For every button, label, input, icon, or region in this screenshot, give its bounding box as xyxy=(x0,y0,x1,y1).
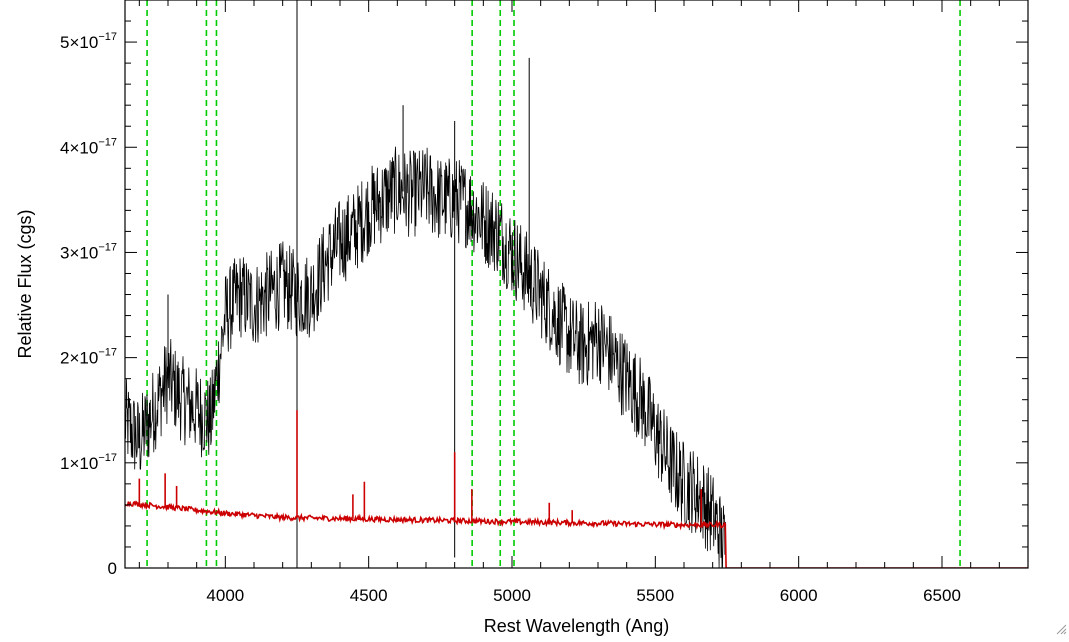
x-tick-label: 4500 xyxy=(350,586,388,605)
x-tick-label: 5000 xyxy=(493,586,531,605)
y-tick-exponent: −17 xyxy=(98,452,117,464)
y-tick-label: 3×10−17 xyxy=(60,241,117,262)
y-axis-label: Relative Flux (cgs) xyxy=(15,209,35,358)
y-tick-label: 5×10−17 xyxy=(60,31,117,52)
y-tick-label: 4×10−17 xyxy=(60,136,117,157)
observed-spectrum-line xyxy=(125,146,726,568)
x-tick-label: 6500 xyxy=(923,586,961,605)
plot-frame xyxy=(124,0,1029,569)
x-tick-label: 5500 xyxy=(636,586,674,605)
x-tick-label: 4000 xyxy=(206,586,244,605)
y-tick-exponent: −17 xyxy=(98,241,117,253)
y-tick-exponent: −17 xyxy=(98,31,117,43)
y-tick-mantissa: 3×10 xyxy=(60,243,98,262)
y-tick-mantissa: 5×10 xyxy=(60,33,98,52)
y-tick-exponent: −17 xyxy=(98,347,117,359)
y-tick-mantissa: 1×10 xyxy=(60,454,98,473)
y-tick-label: 1×10−17 xyxy=(60,452,117,473)
error-spectrum-line xyxy=(125,500,1028,568)
y-tick-mantissa: 0 xyxy=(108,559,117,578)
resize-grip-icon[interactable] xyxy=(1055,623,1067,635)
x-tick-label: 6000 xyxy=(780,586,818,605)
y-tick-mantissa: 2×10 xyxy=(60,349,98,368)
y-tick-label: 0 xyxy=(108,559,117,578)
x-axis-label: Rest Wavelength (Ang) xyxy=(484,616,669,636)
y-tick-exponent: −17 xyxy=(98,136,117,148)
y-tick-mantissa: 4×10 xyxy=(60,138,98,157)
y-tick-label: 2×10−17 xyxy=(60,347,117,368)
